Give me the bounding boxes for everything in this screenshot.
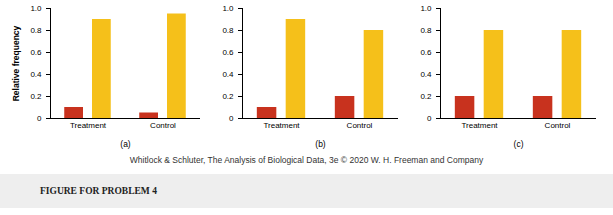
svg-text:(b): (b) (315, 139, 326, 149)
svg-text:1.0: 1.0 (222, 4, 234, 13)
svg-text:0.6: 0.6 (30, 48, 42, 57)
svg-text:(a): (a) (120, 139, 131, 149)
svg-text:Control: Control (150, 121, 176, 130)
svg-text:0: 0 (427, 114, 432, 123)
svg-text:0: 0 (229, 114, 234, 123)
svg-text:0.6: 0.6 (420, 48, 432, 57)
svg-text:0.4: 0.4 (222, 70, 234, 79)
svg-text:0.4: 0.4 (420, 70, 432, 79)
svg-text:0.2: 0.2 (222, 92, 234, 101)
svg-text:Control: Control (545, 121, 571, 130)
svg-text:0: 0 (37, 114, 42, 123)
svg-text:(c): (c) (514, 139, 524, 149)
svg-text:0.6: 0.6 (222, 48, 234, 57)
svg-text:0.2: 0.2 (30, 92, 42, 101)
svg-text:Relative frequency: Relative frequency (11, 25, 21, 101)
svg-text:1.0: 1.0 (420, 4, 432, 13)
svg-text:Treatment: Treatment (263, 121, 300, 130)
svg-text:1.0: 1.0 (30, 4, 42, 13)
svg-text:Treatment: Treatment (70, 121, 107, 130)
svg-text:Treatment: Treatment (461, 121, 498, 130)
html-text:FIGURE FOR PROBLEM 4: FIGURE FOR PROBLEM 4 (40, 186, 157, 196)
html-text:Whitlock & Schluter, The Analy: Whitlock & Schluter, The Analysis of Bio… (129, 155, 484, 165)
svg-text:0.4: 0.4 (30, 70, 42, 79)
svg-text:0.8: 0.8 (30, 26, 42, 35)
svg-text:0.2: 0.2 (420, 92, 432, 101)
svg-text:0.8: 0.8 (420, 26, 432, 35)
svg-text:0.8: 0.8 (222, 26, 234, 35)
svg-text:Control: Control (347, 121, 373, 130)
